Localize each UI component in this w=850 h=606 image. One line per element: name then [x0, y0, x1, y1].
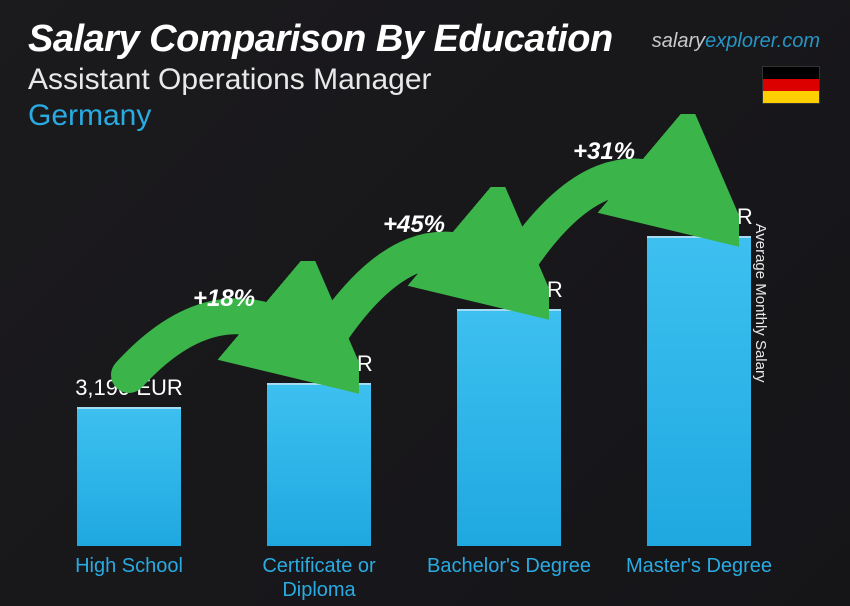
flag-stripe-1	[763, 67, 819, 79]
flag-stripe-3	[763, 91, 819, 103]
bar-value: 3,190 EUR	[75, 375, 183, 401]
delta-label: +31%	[573, 138, 635, 166]
title-block: Salary Comparison By Education Assistant…	[28, 18, 613, 133]
bar-label: Bachelor's Degree	[424, 554, 594, 578]
watermark-part-a: salary	[652, 30, 705, 52]
bar: 3,190 EUR	[77, 407, 181, 546]
bar-group: 5,450 EURBachelor's Degree	[424, 309, 594, 546]
bar: 3,760 EUR	[267, 383, 371, 546]
bar: 7,140 EUR	[647, 236, 751, 546]
flag-stripe-2	[763, 79, 819, 91]
bar-label: High School	[44, 554, 214, 578]
bar-chart: 3,190 EURHigh School3,760 EURCertificate…	[0, 126, 820, 606]
bar-label: Master's Degree	[614, 554, 784, 578]
watermark-part-b: explorer.com	[705, 30, 820, 52]
bar: 5,450 EUR	[457, 309, 561, 546]
chart-title: Salary Comparison By Education	[28, 18, 613, 61]
chart-subtitle: Assistant Operations Manager	[28, 63, 613, 97]
bar-value: 7,140 EUR	[645, 204, 753, 230]
watermark: salaryexplorer.com	[652, 30, 820, 53]
bar-value: 3,760 EUR	[265, 351, 373, 377]
bar-value: 5,450 EUR	[455, 277, 563, 303]
bar-group: 7,140 EURMaster's Degree	[614, 236, 784, 546]
bar-group: 3,190 EURHigh School	[44, 407, 214, 546]
flag-icon	[762, 66, 820, 104]
delta-label: +45%	[383, 211, 445, 239]
bar-label: Certificate or Diploma	[234, 554, 404, 602]
delta-label: +18%	[193, 285, 255, 313]
bar-group: 3,760 EURCertificate or Diploma	[234, 383, 404, 546]
